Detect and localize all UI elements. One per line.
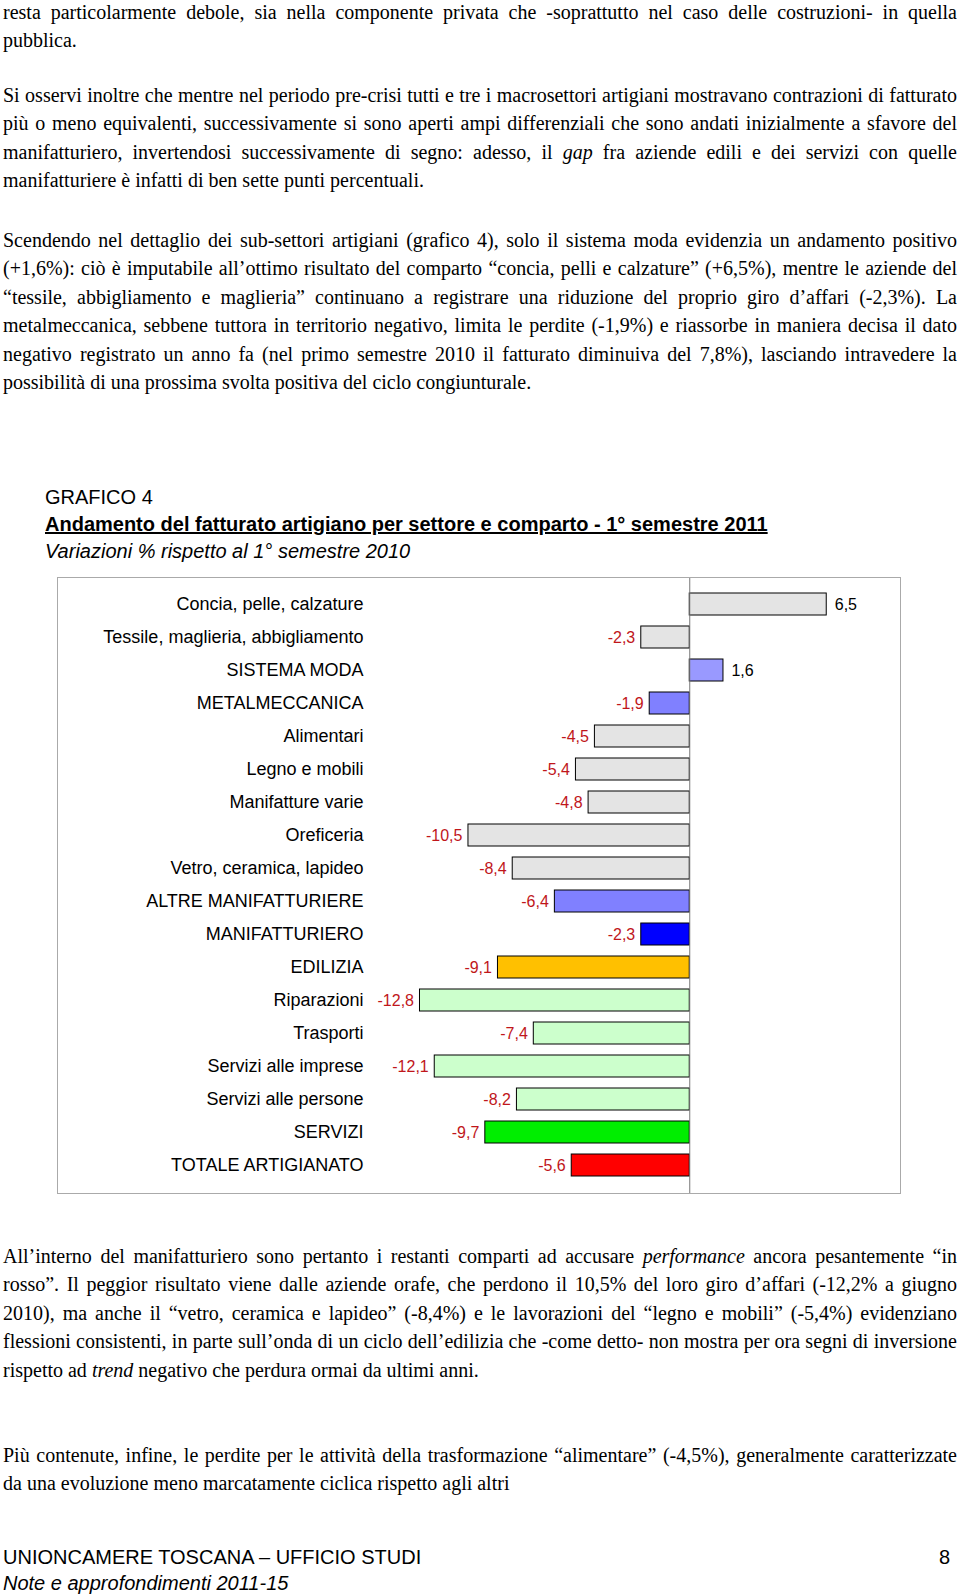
svg-text:Tessile, maglieria, abbigliame: Tessile, maglieria, abbigliamento: [103, 627, 363, 647]
html-text:UNIONCAMERE TOSCANA – UFFICIO: UNIONCAMERE TOSCANA – UFFICIO STUDI: [3, 1546, 422, 1568]
html-text:Note e approfondimenti 2011-15: Note e approfondimenti 2011-15: [3, 1572, 289, 1594]
svg-text:-7,4: -7,4: [500, 1025, 528, 1042]
svg-text:ALTRE MANIFATTURIERE: ALTRE MANIFATTURIERE: [146, 891, 363, 911]
svg-text:-4,5: -4,5: [561, 728, 589, 745]
svg-text:-4,8: -4,8: [555, 794, 583, 811]
svg-text:Riparazioni: Riparazioni: [273, 990, 363, 1010]
svg-text:Legno e mobili: Legno e mobili: [246, 759, 363, 779]
svg-text:-5,6: -5,6: [538, 1157, 566, 1174]
html-text:resta particolarmente debole,: resta particolarmente debole, sia nella …: [3, 1, 957, 52]
svg-text:METALMECCANICA: METALMECCANICA: [197, 693, 364, 713]
svg-text:-5,4: -5,4: [542, 761, 570, 778]
svg-text:6,5: 6,5: [835, 596, 857, 613]
svg-text:-9,1: -9,1: [464, 959, 492, 976]
svg-text:SISTEMA MODA: SISTEMA MODA: [226, 660, 363, 680]
html-text:Andamento del fatturato artigi: Andamento del fatturato artigiano per se…: [45, 513, 768, 535]
html-text:GRAFICO 4: GRAFICO 4: [45, 486, 153, 508]
svg-text:-8,2: -8,2: [483, 1091, 511, 1108]
svg-text:Manifatture varie: Manifatture varie: [229, 792, 363, 812]
svg-text:Vetro, ceramica, lapideo: Vetro, ceramica, lapideo: [170, 858, 363, 878]
html-text:Variazioni % rispetto al 1° se: Variazioni % rispetto al 1° semestre 201…: [45, 540, 411, 562]
html-text:Scendendo nel dettaglio dei su: Scendendo nel dettaglio dei sub-settori …: [3, 229, 957, 393]
html-text:Più contenute, infine, le perd: Più contenute, infine, le perdite per le…: [3, 1444, 957, 1495]
svg-text:-12,1: -12,1: [392, 1058, 429, 1075]
svg-text:-6,4: -6,4: [521, 893, 549, 910]
svg-text:EDILIZIA: EDILIZIA: [290, 957, 363, 977]
svg-text:MANIFATTURIERO: MANIFATTURIERO: [206, 924, 364, 944]
svg-text:-9,7: -9,7: [452, 1124, 480, 1141]
svg-text:-8,4: -8,4: [479, 860, 507, 877]
svg-text:-2,3: -2,3: [608, 629, 636, 646]
svg-text:Concia, pelle, calzature: Concia, pelle, calzature: [176, 594, 363, 614]
svg-text:Servizi alle persone: Servizi alle persone: [206, 1089, 363, 1109]
svg-text:Trasporti: Trasporti: [293, 1023, 363, 1043]
svg-text:Oreficeria: Oreficeria: [285, 825, 364, 845]
svg-text:1,6: 1,6: [731, 662, 753, 679]
html-text:8: 8: [938, 1546, 950, 1568]
svg-text:-10,5: -10,5: [426, 827, 463, 844]
svg-text:-12,8: -12,8: [378, 992, 415, 1009]
svg-text:-1,9: -1,9: [616, 695, 644, 712]
svg-text:Servizi alle imprese: Servizi alle imprese: [207, 1056, 363, 1076]
html-text:Si osservi inoltre che mentre: Si osservi inoltre che mentre nel period…: [3, 84, 957, 192]
svg-text:-2,3: -2,3: [608, 926, 636, 943]
svg-text:TOTALE ARTIGIANATO: TOTALE ARTIGIANATO: [171, 1155, 363, 1175]
svg-text:SERVIZI: SERVIZI: [294, 1122, 364, 1142]
svg-text:Alimentari: Alimentari: [283, 726, 363, 746]
html-text:All’interno del manifatturiero: All’interno del manifatturiero sono pert…: [3, 1245, 957, 1381]
